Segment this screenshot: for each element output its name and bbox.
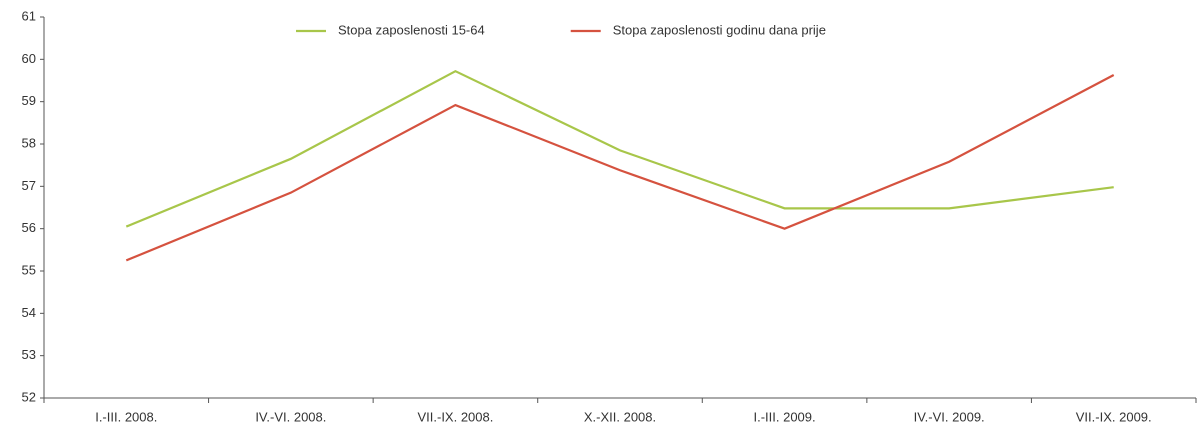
- y-tick-label: 57: [22, 178, 36, 193]
- series-line: [125, 69, 1114, 228]
- legend: Stopa zaposlenosti 15-64 Stopa zaposlenos…: [296, 22, 826, 37]
- y-tick-label: 53: [22, 347, 36, 362]
- y-tick-label: 54: [22, 305, 36, 320]
- y-tick-label: 61: [22, 8, 36, 23]
- x-tick-label: IV.-VI. 2009.: [914, 409, 985, 424]
- y-tick-label: 58: [22, 135, 36, 150]
- y-tick-label: 60: [22, 51, 36, 66]
- x-tick-label: X.-XII. 2008.: [584, 409, 656, 424]
- x-tick-label: VII.-IX. 2009.: [1076, 409, 1152, 424]
- legend-label: Stopa zaposlenosti 15-64: [338, 22, 485, 37]
- x-tick-label: VII.-IX. 2008.: [417, 409, 493, 424]
- y-tick-label: 55: [22, 262, 36, 277]
- legend-label: Stopa zaposlenosti godinu dana prije: [613, 22, 826, 37]
- x-tick-label: IV.-VI. 2008.: [255, 409, 326, 424]
- x-tick-label: I.-III. 2009.: [753, 409, 815, 424]
- y-tick-label: 56: [22, 220, 36, 235]
- series-line: [125, 74, 1115, 262]
- y-tick-label: 59: [22, 93, 36, 108]
- x-tick-label: I.-III. 2008.: [95, 409, 157, 424]
- y-tick-label: 52: [22, 389, 36, 404]
